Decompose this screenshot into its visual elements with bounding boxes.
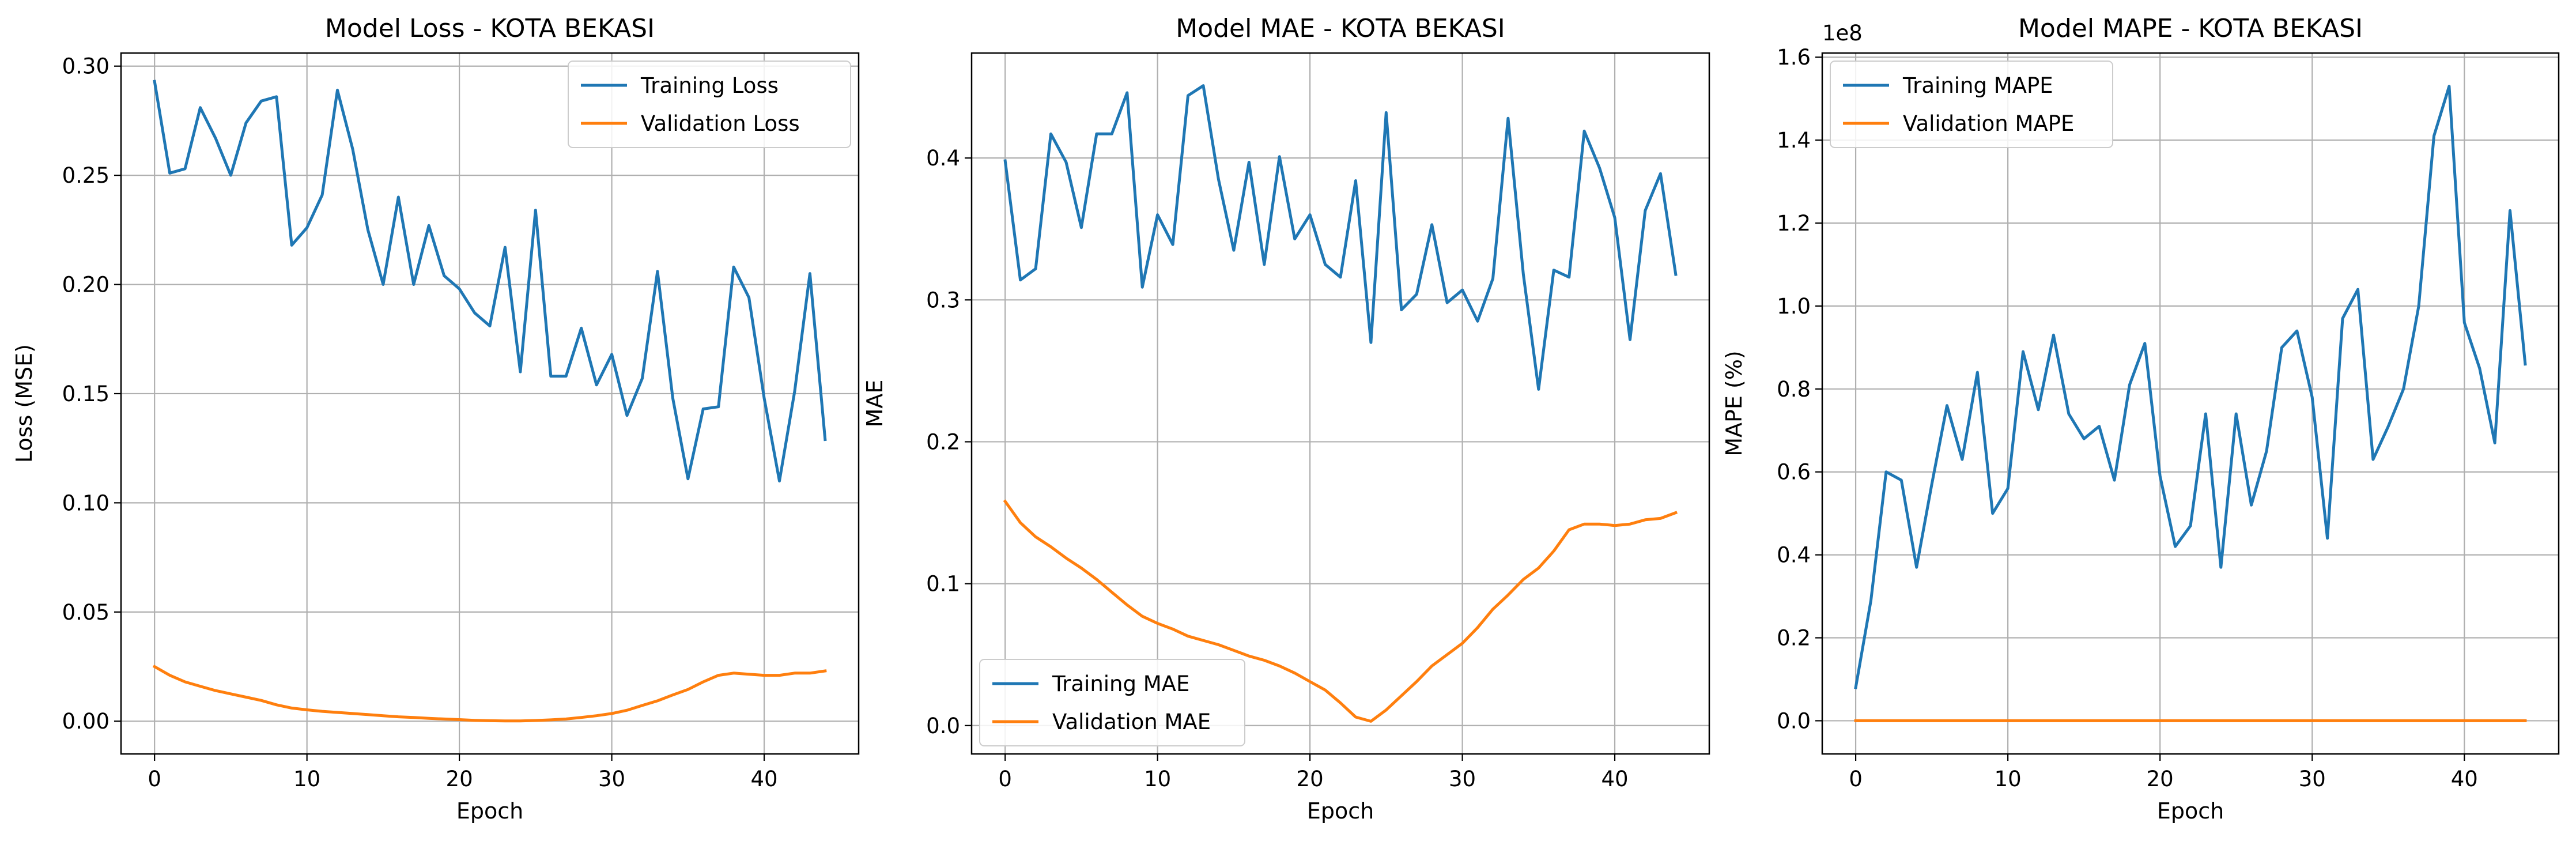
mae-axes-frame (970, 52, 1710, 755)
mape-x-tick-label: 30 (2299, 767, 2326, 791)
mae-y-tick-label: 0.0 (926, 714, 960, 738)
mae-y-tick-label: 0.2 (926, 429, 960, 454)
loss-y-tick-label: 0.05 (62, 600, 109, 625)
loss-x-tick-label: 20 (446, 767, 473, 791)
mape-x-axis-label: Epoch (2157, 798, 2224, 824)
loss-axes-frame (120, 52, 860, 755)
mae-chart-panel: 0 10 20 30 40 0.0 0.1 0.2 0.3 0.4 Model MAE - KOT… (862, 14, 1710, 824)
mape-series-lines (1854, 85, 2527, 722)
loss-y-tick-label: 0.25 (62, 163, 109, 188)
mae-legend-label: Training MAE (1052, 672, 1189, 696)
loss-chart-title: Model Loss - KOTA BEKASI (325, 14, 655, 43)
loss-series-1-line (152, 665, 827, 723)
mape-x-tick-label: 20 (2147, 767, 2174, 791)
mape-series-0-line (1854, 85, 2527, 689)
mae-x-tick-label: 30 (1449, 767, 1476, 791)
mape-chart-title: Model MAPE - KOTA BEKASI (2018, 14, 2363, 43)
mape-ticks: 0 10 20 30 40 0.0 0.2 0.4 0.6 0.8 1.0 1.2 1.4 1.6 (1777, 45, 2478, 791)
mae-y-tick-label: 0.1 (926, 572, 960, 597)
mae-x-tick-label: 20 (1297, 767, 1324, 791)
mae-y-tick-label: 0.4 (926, 146, 960, 171)
mae-series-1-line (1003, 499, 1678, 723)
loss-x-tick-label: 30 (598, 767, 625, 791)
loss-series-lines (152, 80, 827, 723)
loss-x-tick-label: 40 (750, 767, 777, 791)
loss-legend-label: Training Loss (640, 73, 779, 98)
loss-y-tick-label: 0.10 (62, 491, 109, 515)
mape-legend-box (1830, 61, 2113, 148)
loss-y-tick-label: 0.15 (62, 382, 109, 406)
mape-y-tick-label: 1.0 (1777, 294, 1811, 319)
loss-x-tick-label: 10 (293, 767, 320, 791)
mae-grid (972, 53, 1709, 754)
loss-y-axis-label: Loss (MSE) (12, 344, 37, 463)
mape-axes-frame (1821, 52, 2560, 755)
mape-chart-panel: 0 10 20 30 40 0.0 0.2 0.4 0.6 0.8 1.0 1.2 1.4 1.6 Mod… (1721, 14, 2560, 824)
mae-x-tick-label: 10 (1144, 767, 1171, 791)
mae-y-tick-label: 0.3 (926, 288, 960, 312)
mape-y-tick-label: 0.8 (1777, 377, 1811, 402)
loss-series-0-line (153, 80, 827, 482)
mape-x-tick-label: 40 (2451, 767, 2478, 791)
mape-legend-label: Training MAPE (1902, 73, 2053, 98)
mape-y-axis-label: MAPE (%) (1721, 350, 1747, 457)
loss-y-tick-label: 0.20 (62, 273, 109, 297)
mape-y-tick-label: 1.6 (1777, 45, 1811, 70)
loss-legend-label: Validation Loss (641, 111, 800, 136)
mape-x-tick-label: 0 (1849, 767, 1863, 791)
mae-series-0-line (1003, 84, 1678, 391)
mae-x-tick-label: 40 (1601, 767, 1628, 791)
mae-series-lines (1003, 84, 1678, 723)
mae-y-axis-label: MAE (862, 380, 887, 428)
mae-chart-title: Model MAE - KOTA BEKASI (1176, 14, 1505, 43)
mape-y-tick-label: 0.4 (1777, 543, 1811, 568)
loss-legend-box (568, 61, 851, 148)
mae-legend-box (979, 659, 1245, 746)
loss-chart-panel: 0 10 20 30 40 0.00 0.05 0.10 0.15 0.20 0.25 0.30 Mo… (12, 14, 860, 824)
loss-ticks: 0 10 20 30 40 0.00 0.05 0.10 0.15 0.20 0.25 0.30 (62, 54, 778, 791)
mae-x-axis-label: Epoch (1307, 798, 1374, 824)
mape-x-tick-label: 10 (1995, 767, 2022, 791)
loss-y-tick-label: 0.30 (62, 54, 109, 79)
loss-legend: Training Loss Validation Loss (568, 61, 851, 148)
mae-legend-label: Validation MAE (1052, 710, 1211, 734)
mape-y-tick-label: 1.4 (1777, 128, 1811, 153)
mape-legend-label: Validation MAPE (1903, 111, 2074, 136)
mape-legend: Training MAPE Validation MAPE (1830, 61, 2113, 148)
mape-y-tick-label: 0.0 (1777, 708, 1811, 733)
loss-y-tick-label: 0.00 (62, 709, 109, 734)
mape-y-offset-label: 1e8 (1822, 21, 1863, 46)
mae-legend: Training MAE Validation MAE (979, 659, 1245, 746)
mae-ticks: 0 10 20 30 40 0.0 0.1 0.2 0.3 0.4 (926, 146, 1628, 791)
mape-y-tick-label: 0.2 (1777, 626, 1811, 651)
mape-y-tick-label: 0.6 (1777, 460, 1811, 485)
loss-x-axis-label: Epoch (456, 798, 523, 824)
mae-x-tick-label: 0 (998, 767, 1012, 791)
mape-y-tick-label: 1.2 (1777, 211, 1811, 236)
loss-x-tick-label: 0 (148, 767, 161, 791)
